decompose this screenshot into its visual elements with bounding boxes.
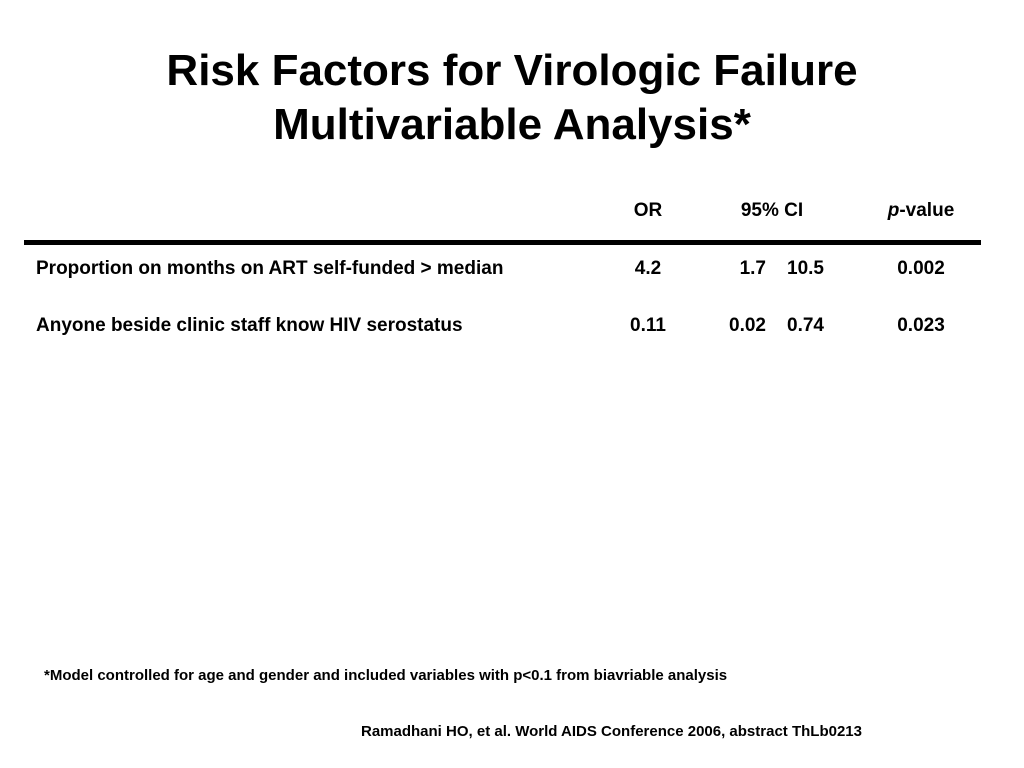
header-rule [24, 240, 981, 245]
row-or: 4.2 [634, 258, 662, 279]
row-label: Proportion on months on ART self-funded … [36, 258, 504, 279]
row-p-value: 0.002 [897, 258, 945, 279]
row-p-value: 0.023 [897, 315, 945, 336]
footnote: *Model controlled for age and gender and… [44, 667, 728, 684]
row-ci-low: 1.7 [739, 258, 766, 279]
row-ci-low: 0.02 [729, 315, 766, 336]
row-ci-high: 10.5 [787, 258, 824, 279]
header-p-italic: p [887, 200, 900, 221]
row-or: 0.11 [630, 315, 666, 336]
title-line-1: Risk Factors for Virologic Failure [166, 46, 858, 95]
row-label: Anyone beside clinic staff know HIV sero… [36, 315, 463, 336]
header-p-value: p-value [866, 199, 976, 223]
header-p-rest: -value [899, 200, 955, 221]
header-or: OR [633, 200, 663, 221]
slide-title: Risk Factors for Virologic Failure Multi… [0, 44, 1024, 152]
title-line-2: Multivariable Analysis* [273, 100, 751, 149]
row-ci-high: 0.74 [787, 315, 824, 336]
header-ci: 95% CI [740, 200, 804, 221]
citation: Ramadhani HO, et al. World AIDS Conferen… [361, 723, 862, 740]
